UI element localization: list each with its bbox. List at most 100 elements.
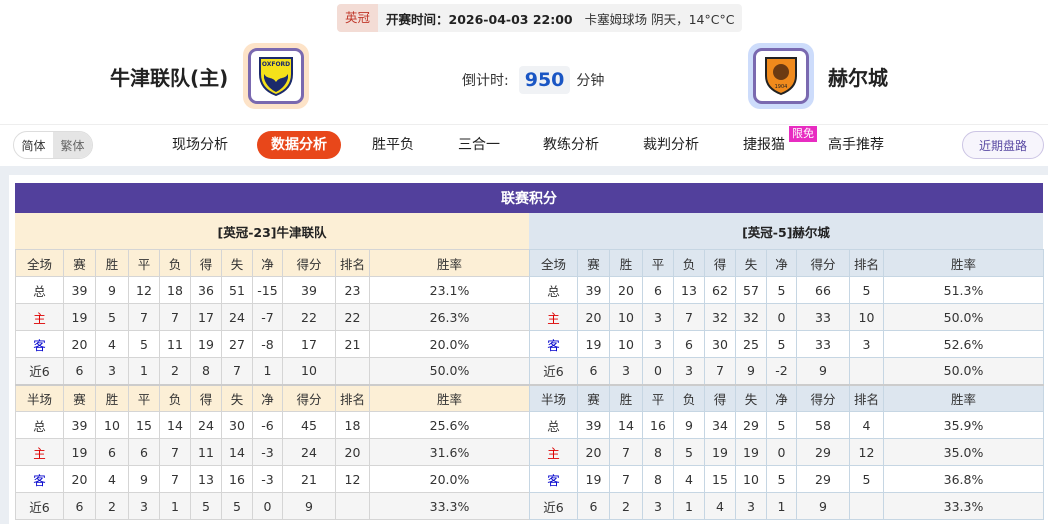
- header-loss: 负: [159, 249, 191, 277]
- cell-win: 6: [95, 438, 129, 466]
- home-standings-header: [英冠-23]牛津联队: [15, 213, 529, 249]
- away-team-logo[interactable]: 1904: [748, 43, 814, 109]
- header-win: 胜: [95, 383, 129, 412]
- cell-points: 66: [796, 276, 850, 304]
- header-goals-for: 得: [704, 249, 736, 277]
- cell-loss: 18: [159, 276, 191, 304]
- cell-loss: 5: [673, 438, 705, 466]
- cell-draw: 0: [642, 357, 674, 385]
- tab-data-analysis[interactable]: 数据分析: [257, 131, 341, 159]
- home-team-name[interactable]: 牛津联队(主): [110, 66, 229, 90]
- cell-goals-against: 9: [735, 357, 767, 385]
- cell-goals-against: 3: [735, 492, 767, 520]
- header-points: 得分: [282, 249, 336, 277]
- cell-goal-diff: -7: [252, 303, 283, 331]
- table-row: 近6 6 3 1 2 8 7 1 10 50.0%: [15, 357, 530, 385]
- cell-draw: 3: [642, 330, 674, 358]
- cell-loss: 4: [673, 465, 705, 493]
- cell-win: 10: [609, 330, 643, 358]
- cell-goal-diff: 5: [766, 465, 797, 493]
- header-row: 半场赛胜平负得失净得分 排名 胜率: [15, 383, 530, 412]
- header-loss: 负: [673, 249, 705, 277]
- cell-rank: 12: [335, 465, 370, 493]
- countdown-value: 950: [518, 66, 571, 94]
- cell-scope: 客: [15, 330, 64, 358]
- cell-win: 7: [609, 438, 643, 466]
- home-logo-text: OXFORD: [262, 61, 290, 68]
- countdown: 倒计时: 950 分钟: [462, 66, 604, 94]
- table-row: 主 19 5 7 7 17 24 -7 22 22 26.3%: [15, 303, 530, 331]
- header-win-rate: 胜率: [369, 383, 530, 412]
- header-goals-against: 失: [221, 383, 253, 412]
- cell-goal-diff: 0: [766, 438, 797, 466]
- table-row: 客 20 4 5 11 19 27 -8 17 21 20.0%: [15, 330, 530, 358]
- header-win: 胜: [609, 383, 643, 412]
- lang-simplified[interactable]: 简体: [21, 138, 46, 153]
- cell-rank: 18: [335, 411, 370, 439]
- cell-draw: 1: [128, 357, 160, 385]
- cell-win-rate: 23.1%: [369, 276, 530, 304]
- league-badge[interactable]: 英冠: [337, 4, 379, 32]
- cell-goals-for: 24: [190, 411, 222, 439]
- tab-three-in-one[interactable]: 三合一: [458, 137, 500, 153]
- recent-handicap-button[interactable]: 近期盘路: [962, 131, 1044, 159]
- cell-scope: 客: [529, 330, 578, 358]
- header-played: 赛: [63, 249, 96, 277]
- cell-win-rate: 36.8%: [883, 465, 1044, 493]
- cell-goals-against: 24: [221, 303, 253, 331]
- header-goals-against: 失: [735, 383, 767, 412]
- cell-goal-diff: -3: [252, 438, 283, 466]
- home-standings-table: 全场赛胜平负得失净得分 排名 胜率总 39 9 12 18 36 51 -15 39 23 23.1% 主…: [15, 249, 530, 520]
- cell-goal-diff: 5: [766, 411, 797, 439]
- cell-goals-for: 11: [190, 438, 222, 466]
- header-rank: 排名: [335, 383, 370, 412]
- tab-coach-analysis[interactable]: 教练分析: [543, 137, 599, 153]
- cell-played: 39: [63, 276, 96, 304]
- cell-loss: 7: [673, 303, 705, 331]
- cell-scope: 近6: [15, 492, 64, 520]
- cell-draw: 15: [128, 411, 160, 439]
- tab-1x2[interactable]: 胜平负: [372, 137, 414, 153]
- language-toggle[interactable]: 简体 繁体: [13, 131, 93, 159]
- tab-referee-analysis[interactable]: 裁判分析: [643, 137, 699, 153]
- cell-scope: 近6: [529, 492, 578, 520]
- table-row: 总 39 10 15 14 24 30 -6 45 18 25.6%: [15, 411, 530, 439]
- cell-win-rate: 20.0%: [369, 330, 530, 358]
- header-scope: 全场: [529, 249, 578, 277]
- cell-draw: 3: [642, 303, 674, 331]
- cell-goals-against: 14: [221, 438, 253, 466]
- cell-win: 3: [95, 357, 129, 385]
- cell-goals-for: 7: [704, 357, 736, 385]
- lang-traditional[interactable]: 繁体: [53, 132, 92, 158]
- cell-goal-diff: 5: [766, 276, 797, 304]
- header-goal-diff: 净: [766, 249, 797, 277]
- cell-win-rate: 33.3%: [883, 492, 1044, 520]
- away-team-name[interactable]: 赫尔城: [828, 66, 888, 90]
- cell-win-rate: 52.6%: [883, 330, 1044, 358]
- header-draw: 平: [642, 383, 674, 412]
- home-team-logo[interactable]: OXFORD: [243, 43, 309, 109]
- tab-expert-picks[interactable]: 高手推荐: [828, 137, 884, 153]
- cell-loss: 11: [159, 330, 191, 358]
- header-win-rate: 胜率: [883, 383, 1044, 412]
- home-standings: [英冠-23]牛津联队 全场赛胜平负得失净得分 排名 胜率总 39 9 12 18 36 51-…: [15, 213, 530, 520]
- cell-played: 19: [63, 303, 96, 331]
- cell-played: 39: [577, 411, 610, 439]
- cell-win-rate: 50.0%: [369, 357, 530, 385]
- cell-points: 29: [796, 465, 850, 493]
- cell-goals-for: 30: [704, 330, 736, 358]
- header-played: 赛: [577, 249, 610, 277]
- cell-points: 58: [796, 411, 850, 439]
- tab-jiebaomao[interactable]: 捷报猫: [743, 137, 785, 153]
- cell-scope: 近6: [15, 357, 64, 385]
- cell-loss: 7: [159, 465, 191, 493]
- cell-loss: 2: [159, 357, 191, 385]
- cell-goals-against: 51: [221, 276, 253, 304]
- header-points: 得分: [282, 383, 336, 412]
- header-loss: 负: [159, 383, 191, 412]
- header-goal-diff: 净: [252, 383, 283, 412]
- header-goals-for: 得: [190, 383, 222, 412]
- cell-played: 19: [63, 438, 96, 466]
- tab-live-analysis[interactable]: 现场分析: [172, 137, 228, 153]
- cell-win: 10: [609, 303, 643, 331]
